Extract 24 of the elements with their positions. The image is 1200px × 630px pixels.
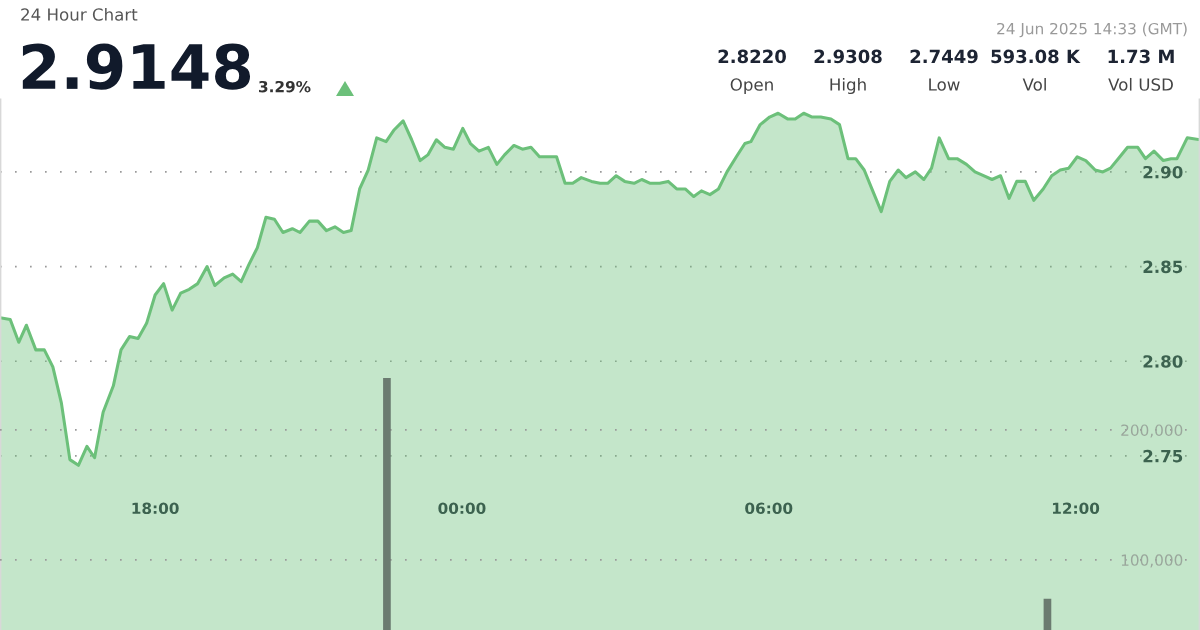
chart-subtitle: 2.9148 — [22, 43, 251, 90]
text: 1.73 M — [1108, 49, 1174, 64]
y-tick-label: 2.80 — [1143, 355, 1183, 368]
text: 24 Jun 2025 14:33 (GMT) — [997, 22, 1187, 38]
y-tick-label: 2.90 — [1143, 165, 1183, 179]
text: High — [830, 77, 866, 95]
text: 3.29% — [259, 80, 311, 93]
text: Low — [929, 78, 960, 91]
x-tick-label: 00:00 — [438, 502, 486, 515]
y-tick-label: 2.75 — [1143, 449, 1183, 463]
y2-tick-label: 100,000 — [1121, 554, 1183, 568]
text: Open — [730, 78, 773, 95]
text: Vol USD — [1108, 77, 1173, 91]
text: 2.7449 — [910, 49, 978, 64]
y2-tick-label: 200,000 — [1121, 424, 1183, 438]
x-tick-label: 12:00 — [1052, 502, 1100, 515]
y-tick-label: 2.85 — [1143, 260, 1183, 274]
text: 2.8220 — [718, 49, 786, 64]
text: 593.08 K — [991, 49, 1081, 64]
x-tick-label: 18:00 — [132, 502, 179, 515]
text: 2.9308 — [814, 49, 882, 64]
chart-title: 24 Hour Chart — [21, 7, 138, 21]
text: Vol — [1022, 77, 1046, 91]
x-tick-label: 06:00 — [745, 502, 793, 515]
